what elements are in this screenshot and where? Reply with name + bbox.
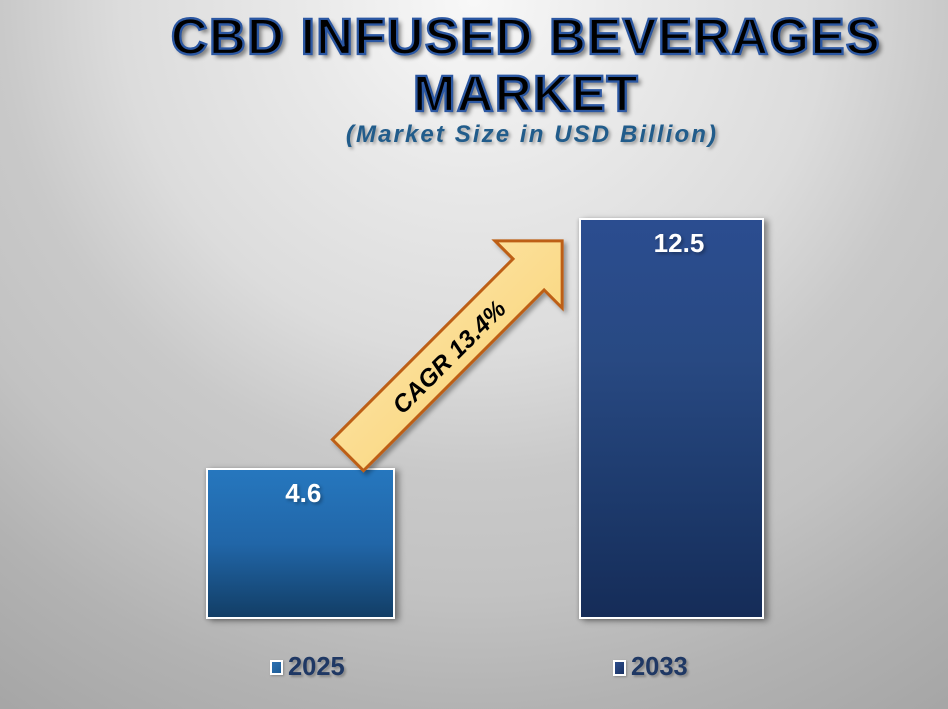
svg-text:CAGR 13.4%: CAGR 13.4% [388,295,512,419]
